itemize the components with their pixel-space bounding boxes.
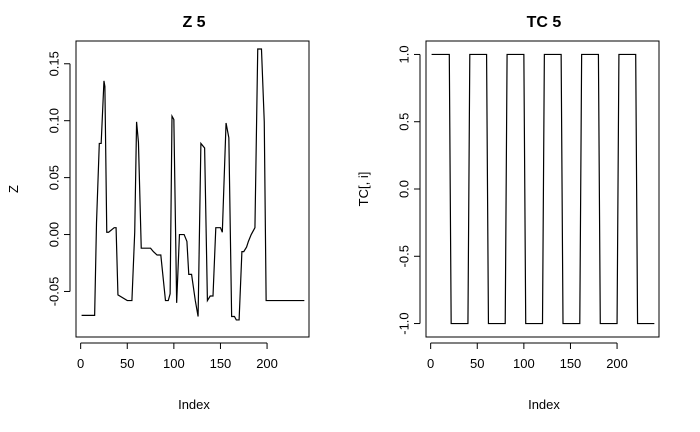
plot-frame <box>75 40 310 338</box>
series-line-0 <box>81 48 305 321</box>
x-tick-label: 100 <box>163 356 185 371</box>
x-axis-ticks: 0 50 100 150 200 <box>77 342 278 371</box>
x-axis-label: Index <box>178 397 210 412</box>
panel-z5: Z 5 Index Z 0 50 100 150 200 -0.05 0.00 0.05 0.… <box>6 14 310 412</box>
y-tick-label: 0.0 <box>397 180 412 198</box>
plot-frame <box>425 40 660 338</box>
x-tick-label: 100 <box>513 356 535 371</box>
x-tick-label: 150 <box>560 356 582 371</box>
series-layer <box>81 48 305 321</box>
x-tick-label: 0 <box>77 356 84 371</box>
y-axis-ticks: -0.05 0.00 0.05 0.10 0.15 <box>47 51 71 306</box>
y-tick-label: -0.5 <box>397 245 412 267</box>
y-tick-label: 0.5 <box>397 113 412 131</box>
series-layer <box>431 53 655 325</box>
x-tick-label: 150 <box>210 356 232 371</box>
chart-title: Z 5 <box>182 14 205 31</box>
y-tick-label: 0.00 <box>47 222 62 247</box>
x-tick-label: 50 <box>470 356 484 371</box>
y-tick-label: -0.05 <box>47 277 62 307</box>
y-tick-label: 1.0 <box>397 45 412 63</box>
x-tick-label: 50 <box>120 356 134 371</box>
x-axis-ticks: 0 50 100 150 200 <box>427 342 628 371</box>
chart-title: TC 5 <box>527 14 562 31</box>
y-tick-label: -1.0 <box>397 312 412 334</box>
y-tick-label: 0.15 <box>47 51 62 76</box>
y-tick-label: 0.10 <box>47 108 62 133</box>
x-tick-label: 200 <box>256 356 278 371</box>
y-axis-label: TC[, i] <box>356 172 371 207</box>
x-tick-label: 0 <box>427 356 434 371</box>
x-tick-label: 200 <box>606 356 628 371</box>
y-tick-label: 0.05 <box>47 165 62 190</box>
x-axis-label: Index <box>528 397 560 412</box>
y-axis-label: Z <box>6 185 21 193</box>
panel-tc5: TC 5 Index TC[, i] 0 50 100 150 200 -1.0 -0.5… <box>356 14 660 412</box>
y-axis-ticks: -1.0 -0.5 0.0 0.5 1.0 <box>397 45 421 335</box>
series-line-0 <box>431 53 655 325</box>
